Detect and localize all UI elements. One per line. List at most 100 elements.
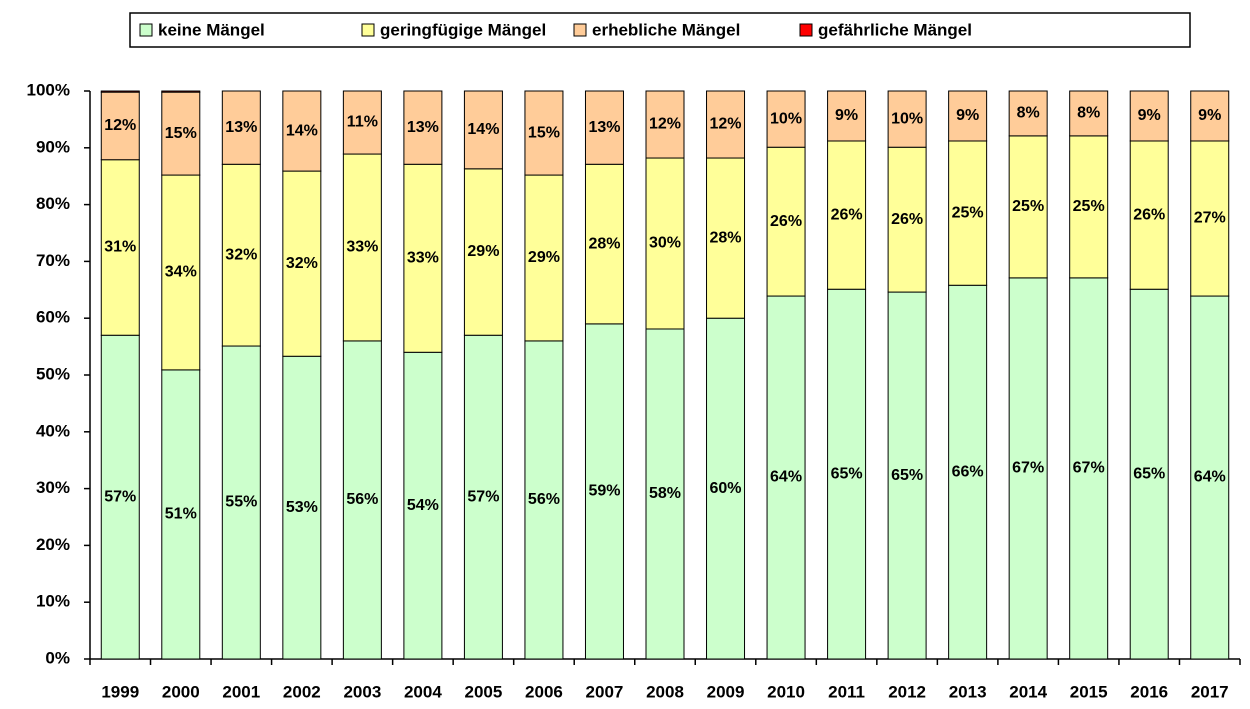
x-tick-label: 2013 (949, 682, 987, 701)
y-tick-label: 60% (36, 308, 70, 327)
value-label: 31% (104, 239, 136, 256)
x-tick-label: 2005 (465, 682, 503, 701)
bar-segment (948, 90, 988, 142)
value-label: 59% (588, 483, 620, 500)
bar-segment (282, 170, 322, 357)
bar-segment (948, 284, 988, 660)
value-label: 33% (407, 249, 439, 266)
value-label: 28% (588, 235, 620, 252)
value-label: 32% (286, 255, 318, 272)
value-label: 54% (407, 497, 439, 514)
value-label: 13% (407, 119, 439, 136)
x-tick-label: 2016 (1130, 682, 1168, 701)
x-tick-label: 2000 (162, 682, 200, 701)
legend-label: erhebliche Mängel (592, 20, 740, 39)
bar-segment (342, 153, 382, 342)
x-tick-label: 2012 (888, 682, 926, 701)
x-tick-label: 2003 (343, 682, 381, 701)
value-label: 15% (528, 124, 560, 141)
bar-segment (887, 90, 927, 148)
value-label: 64% (770, 469, 802, 486)
value-label: 11% (347, 114, 378, 131)
bar-segment (342, 90, 382, 155)
y-tick-label: 30% (36, 478, 70, 497)
bar-segment (887, 146, 927, 293)
value-label: 67% (1012, 460, 1044, 477)
bar-segment (282, 90, 322, 172)
value-label: 67% (1073, 460, 1105, 477)
bar-segment (221, 163, 261, 347)
bar-segment (645, 90, 685, 159)
legend-swatch (573, 23, 587, 37)
legend-swatch (139, 23, 153, 37)
bar-segment (766, 295, 806, 660)
value-label: 12% (104, 117, 136, 134)
bar-segment (1069, 90, 1109, 137)
bar-segment (827, 288, 867, 660)
legend-label: gefährliche Mängel (818, 20, 972, 39)
value-label: 12% (649, 116, 681, 133)
value-label: 56% (346, 491, 378, 508)
value-label: 30% (649, 235, 681, 252)
legend-swatch (361, 23, 375, 37)
y-tick-label: 10% (36, 592, 70, 611)
x-tick-label: 2009 (707, 682, 745, 701)
y-tick-label: 80% (36, 194, 70, 213)
y-tick-label: 70% (36, 251, 70, 270)
value-label: 53% (286, 499, 318, 516)
bar-segment (1190, 140, 1230, 297)
bar-segment (1190, 90, 1230, 142)
x-tick-label: 2001 (222, 682, 260, 701)
legend-label: geringfügige Mängel (380, 20, 546, 39)
y-tick-label: 40% (36, 421, 70, 440)
value-label: 9% (835, 107, 858, 124)
value-label: 29% (528, 249, 560, 266)
bar-segment (1190, 295, 1230, 660)
bar-segment (403, 351, 443, 660)
x-tick-label: 2011 (828, 682, 865, 701)
value-label: 60% (710, 480, 742, 497)
x-tick-label: 2010 (767, 682, 805, 701)
bar-segment (827, 90, 867, 142)
x-tick-label: 2015 (1070, 682, 1108, 701)
value-label: 55% (225, 494, 257, 511)
legend-frame (129, 12, 1191, 48)
value-label: 9% (1198, 107, 1221, 124)
value-label: 25% (1012, 198, 1044, 215)
bar-segment (524, 340, 564, 660)
value-label: 28% (710, 229, 742, 246)
value-label: 10% (891, 110, 923, 127)
value-label: 27% (1194, 210, 1226, 227)
bar-segment (1069, 277, 1109, 660)
x-tick-label: 1999 (101, 682, 139, 701)
value-label: 65% (831, 465, 863, 482)
value-label: 56% (528, 491, 560, 508)
value-label: 25% (952, 204, 984, 221)
legend-label: keine Mängel (158, 20, 265, 39)
value-label: 26% (891, 211, 923, 228)
bar-segment (100, 91, 140, 161)
y-tick-label: 20% (36, 535, 70, 554)
value-label: 15% (165, 125, 197, 142)
value-label: 26% (1133, 206, 1165, 223)
value-label: 12% (710, 116, 742, 133)
value-label: 32% (225, 246, 257, 263)
x-tick-label: 2006 (525, 682, 563, 701)
value-label: 26% (770, 213, 802, 230)
bar-segment (1129, 140, 1169, 290)
bar-segment (645, 157, 685, 330)
bar-segment (1069, 135, 1109, 279)
bar-segment (403, 90, 443, 165)
bar-segment (161, 91, 201, 176)
bar-segment (706, 317, 746, 660)
value-label: 66% (952, 463, 984, 480)
bar-segment (948, 140, 988, 286)
bar-segment (1008, 90, 1048, 137)
value-label: 13% (225, 119, 257, 136)
bar-segment (524, 90, 564, 176)
bar-segment (342, 340, 382, 660)
bar-segment (161, 369, 201, 660)
bar-segment (1129, 288, 1169, 660)
x-tick-label: 2007 (586, 682, 624, 701)
